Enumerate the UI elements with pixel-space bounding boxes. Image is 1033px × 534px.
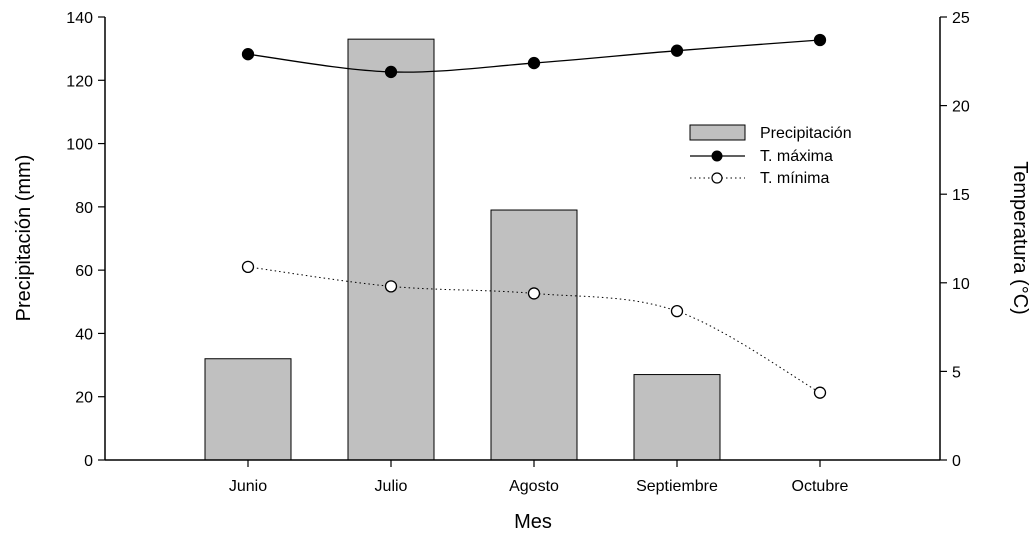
bar-precipitacion-julio: [347, 38, 435, 461]
point-tmin-junio: [241, 260, 255, 274]
point-tmax-agosto: [527, 56, 541, 70]
legend-marker-tmin: [711, 172, 723, 184]
legend-label-precipitacion: Precipitación: [760, 125, 852, 142]
left-y-tick-label: 120: [66, 73, 93, 90]
point-tmax-julio: [384, 65, 398, 79]
right-y-tick-label: 5: [952, 364, 961, 381]
right-y-tick-label: 25: [952, 10, 970, 27]
left-y-tick-label: 80: [75, 200, 93, 217]
point-tmin-julio: [384, 280, 398, 293]
x-tick-label-agosto: Agosto: [509, 478, 559, 495]
left-y-tick-label: 60: [75, 263, 93, 280]
x-axis-title: Mes: [514, 511, 552, 533]
bar-precipitacion-agosto: [490, 209, 578, 461]
bar-series-group: [204, 38, 721, 461]
bar-precipitacion-junio: [204, 358, 292, 461]
line-series-group: [241, 33, 827, 399]
x-tick-label-septiembre: Septiembre: [636, 478, 718, 495]
right-y-tick-label: 10: [952, 276, 970, 293]
point-tmax-junio: [241, 48, 255, 61]
right-y-tick-label: 15: [952, 187, 970, 204]
x-tick-label-julio: Julio: [375, 478, 408, 495]
point-tmin-agosto: [527, 287, 541, 300]
left-y-axis-title: Precipitación (mm): [13, 155, 35, 322]
right-y-axis-title: Temperatura (°C): [1009, 161, 1031, 315]
x-tick-label-octubre: Octubre: [792, 478, 849, 495]
bar-precipitacion-septiembre: [633, 374, 721, 461]
legend-marker-tmax: [711, 150, 723, 162]
left-y-tick-label: 20: [75, 390, 93, 407]
point-tmax-septiembre: [670, 44, 684, 57]
legend-label-tmax: T. máxima: [760, 148, 833, 165]
point-tmin-septiembre: [670, 305, 684, 318]
left-y-tick-label: 100: [66, 137, 93, 154]
axis-ticks-group: 0 20 40 60 80 100 120 140 0 5 10 15 20 25 Junio Julio Ag…: [66, 10, 970, 495]
legend-label-tmin: T. mínima: [760, 170, 829, 187]
right-y-tick-label: 0: [952, 453, 961, 470]
left-y-tick-label: 0: [84, 453, 93, 470]
x-tick-label-junio: Junio: [229, 478, 267, 495]
point-tmax-octubre: [813, 33, 827, 47]
legend: Precipitación T. máxima T. mínima: [689, 124, 852, 187]
point-tmin-octubre: [813, 386, 827, 399]
left-y-tick-label: 140: [66, 10, 93, 27]
legend-swatch-precipitacion: [689, 124, 746, 141]
right-y-tick-label: 20: [952, 99, 970, 116]
left-y-tick-label: 40: [75, 326, 93, 343]
